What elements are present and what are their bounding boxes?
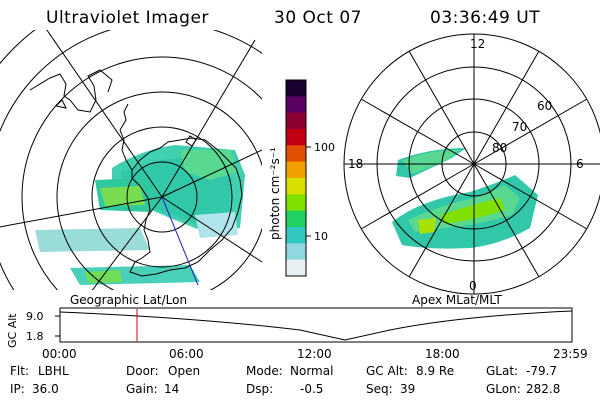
coastlines xyxy=(29,69,243,277)
colorbar-tick-100: 100 xyxy=(314,141,335,154)
glat-label: GLat: xyxy=(486,364,519,378)
gc-alt-curve xyxy=(59,310,573,341)
colorbar-swatch xyxy=(286,80,306,97)
mode-label: Mode: xyxy=(246,364,283,378)
mlat-label-60: 60 xyxy=(537,99,552,113)
flt-value: LBHL xyxy=(38,364,69,378)
left-meridians xyxy=(0,30,262,290)
seq-label: Seq: xyxy=(366,382,393,396)
magnetic-meridian-line xyxy=(161,196,199,286)
color-scale-bar: 100 10 photon cm⁻²s⁻¹ xyxy=(268,79,335,277)
colorbar-swatch xyxy=(286,210,306,228)
mode-value: Normal xyxy=(290,364,334,378)
left-aurora-emission xyxy=(35,145,245,285)
ip-label: IP: xyxy=(10,382,25,396)
colorbar-swatch xyxy=(286,96,306,114)
colorbar-unit-label: photon cm⁻²s⁻¹ xyxy=(268,147,282,240)
gc-alt-axis-label: GC Alt xyxy=(6,313,19,348)
colorbar-swatch xyxy=(286,129,306,146)
colorbar-swatch xyxy=(286,259,306,277)
geographic-map xyxy=(0,30,262,290)
mlat-label-70: 70 xyxy=(512,120,527,134)
colorbar-swatch xyxy=(286,194,306,212)
seq-value: 39 xyxy=(400,382,416,396)
dsp-value: -0.5 xyxy=(300,382,324,396)
colorbar-swatch xyxy=(286,145,306,163)
gc-alt-value: 8.9 Re xyxy=(416,364,455,378)
time-tick-0600: 06:00 xyxy=(169,347,204,361)
glon-label: GLon: xyxy=(486,382,521,396)
flt-label: Flt: xyxy=(10,364,29,378)
colorbar-swatch xyxy=(286,178,306,195)
observation-time: 03:36:49 UT xyxy=(430,8,541,28)
time-tick-1800: 18:00 xyxy=(425,347,460,361)
observation-date: 30 Oct 07 xyxy=(274,8,362,28)
colorbar-swatch xyxy=(286,227,306,244)
gain-value: 14 xyxy=(164,382,180,396)
door-label: Door: xyxy=(126,364,159,378)
mlt-label-0: 0 xyxy=(469,279,477,293)
right-map-caption: Apex MLat/MLT xyxy=(412,293,502,307)
glat-value: -79.7 xyxy=(526,364,558,378)
gc-alt-tick-9: 9.0 xyxy=(26,310,44,323)
right-aurora-emission xyxy=(392,148,538,249)
gc-alt-tick-1.8: 1.8 xyxy=(26,330,44,343)
dsp-label: Dsp: xyxy=(246,382,274,396)
gc-alt-plot-frame xyxy=(59,307,573,343)
door-value: Open xyxy=(168,364,201,378)
mlt-label-6: 6 xyxy=(576,157,584,171)
gain-label: Gain: xyxy=(126,382,158,396)
time-tick-2359: 23:59 xyxy=(553,347,588,361)
magnetic-map: 12 18 6 0 60 70 80 xyxy=(343,33,600,295)
mlt-label-12: 12 xyxy=(470,37,485,51)
colorbar-swatch xyxy=(286,112,306,130)
right-mlt-lines xyxy=(344,34,600,294)
glon-value: 282.8 xyxy=(526,382,561,396)
mlt-label-18: 18 xyxy=(348,157,363,171)
time-tick-1200: 12:00 xyxy=(297,347,332,361)
mlat-label-80: 80 xyxy=(492,141,507,155)
colorbar-swatch xyxy=(286,161,306,179)
time-tick-0000: 00:00 xyxy=(42,347,77,361)
ip-value: 36.0 xyxy=(32,382,59,396)
colorbar-tick-10: 10 xyxy=(314,230,328,243)
colorbar-swatch xyxy=(286,243,306,261)
left-map-caption: Geographic Lat/Lon xyxy=(70,293,187,307)
gc-alt-timeline: 9.0 1.8 GC Alt 00:00 06:00 12:00 18:00 2… xyxy=(6,307,588,361)
instrument-title: Ultraviolet Imager xyxy=(46,8,209,28)
gc-alt-label: GC Alt: xyxy=(366,364,408,378)
left-lat-circles xyxy=(0,30,262,290)
